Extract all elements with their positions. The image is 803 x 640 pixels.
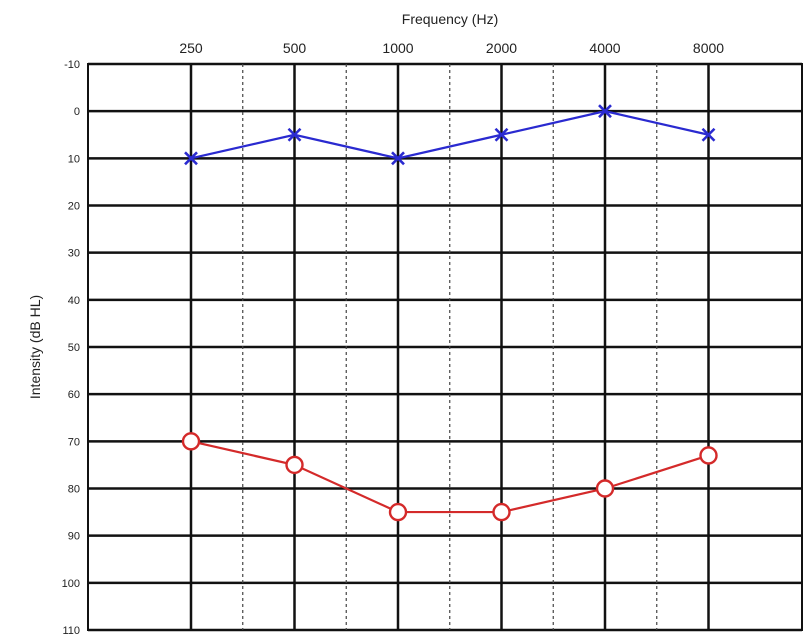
y-tick-label: 90 [68, 531, 80, 543]
data-point-x-marker [598, 104, 612, 119]
x-tick-labels: 250 500 1000 2000 4000 8000 [179, 40, 724, 56]
y-tick-label: -10 [64, 59, 80, 71]
data-point-o-marker [595, 479, 615, 498]
data-point-x-marker [494, 127, 509, 142]
series-line-2 [190, 440, 709, 514]
y-tick-label: 70 [68, 436, 80, 448]
x-tick-label: 500 [283, 40, 307, 56]
x-tick-label: 250 [179, 40, 203, 56]
y-tick-label: 60 [68, 389, 80, 401]
data-point-x-marker [701, 127, 716, 142]
x-axis-title: Frequency (Hz) [402, 11, 498, 27]
y-tick-label: 80 [68, 484, 80, 496]
data-point-o-marker [285, 455, 304, 475]
y-tick-label: 110 [62, 625, 80, 637]
x-tick-label: 1000 [382, 40, 413, 56]
data-point-x-marker [287, 127, 302, 142]
data-point-x-marker [391, 151, 405, 166]
x-tick-label: 2000 [486, 40, 517, 56]
y-tick-label: 100 [62, 578, 80, 590]
data-point-o-marker [699, 446, 718, 465]
data-point-o-marker [388, 502, 408, 522]
y-tick-label: 10 [68, 153, 80, 165]
x-tick-label: 4000 [589, 40, 620, 56]
chart-grid [87, 62, 803, 632]
series-line-1 [190, 110, 709, 160]
y-tick-label: 20 [68, 201, 80, 213]
y-tick-label: 40 [68, 295, 80, 307]
data-point-x-marker [184, 151, 198, 166]
data-point-o-marker [181, 432, 201, 451]
chart-series [181, 104, 718, 522]
y-tick-labels: -10 0 10 20 30 40 50 60 70 80 90 100 110 [62, 59, 80, 637]
y-axis-title: Intensity (dB HL) [27, 295, 43, 399]
y-tick-label: 0 [74, 106, 80, 118]
data-point-o-marker [492, 502, 511, 522]
x-tick-label: 8000 [693, 40, 724, 56]
y-tick-label: 50 [68, 342, 80, 354]
y-tick-label: 30 [68, 248, 80, 260]
